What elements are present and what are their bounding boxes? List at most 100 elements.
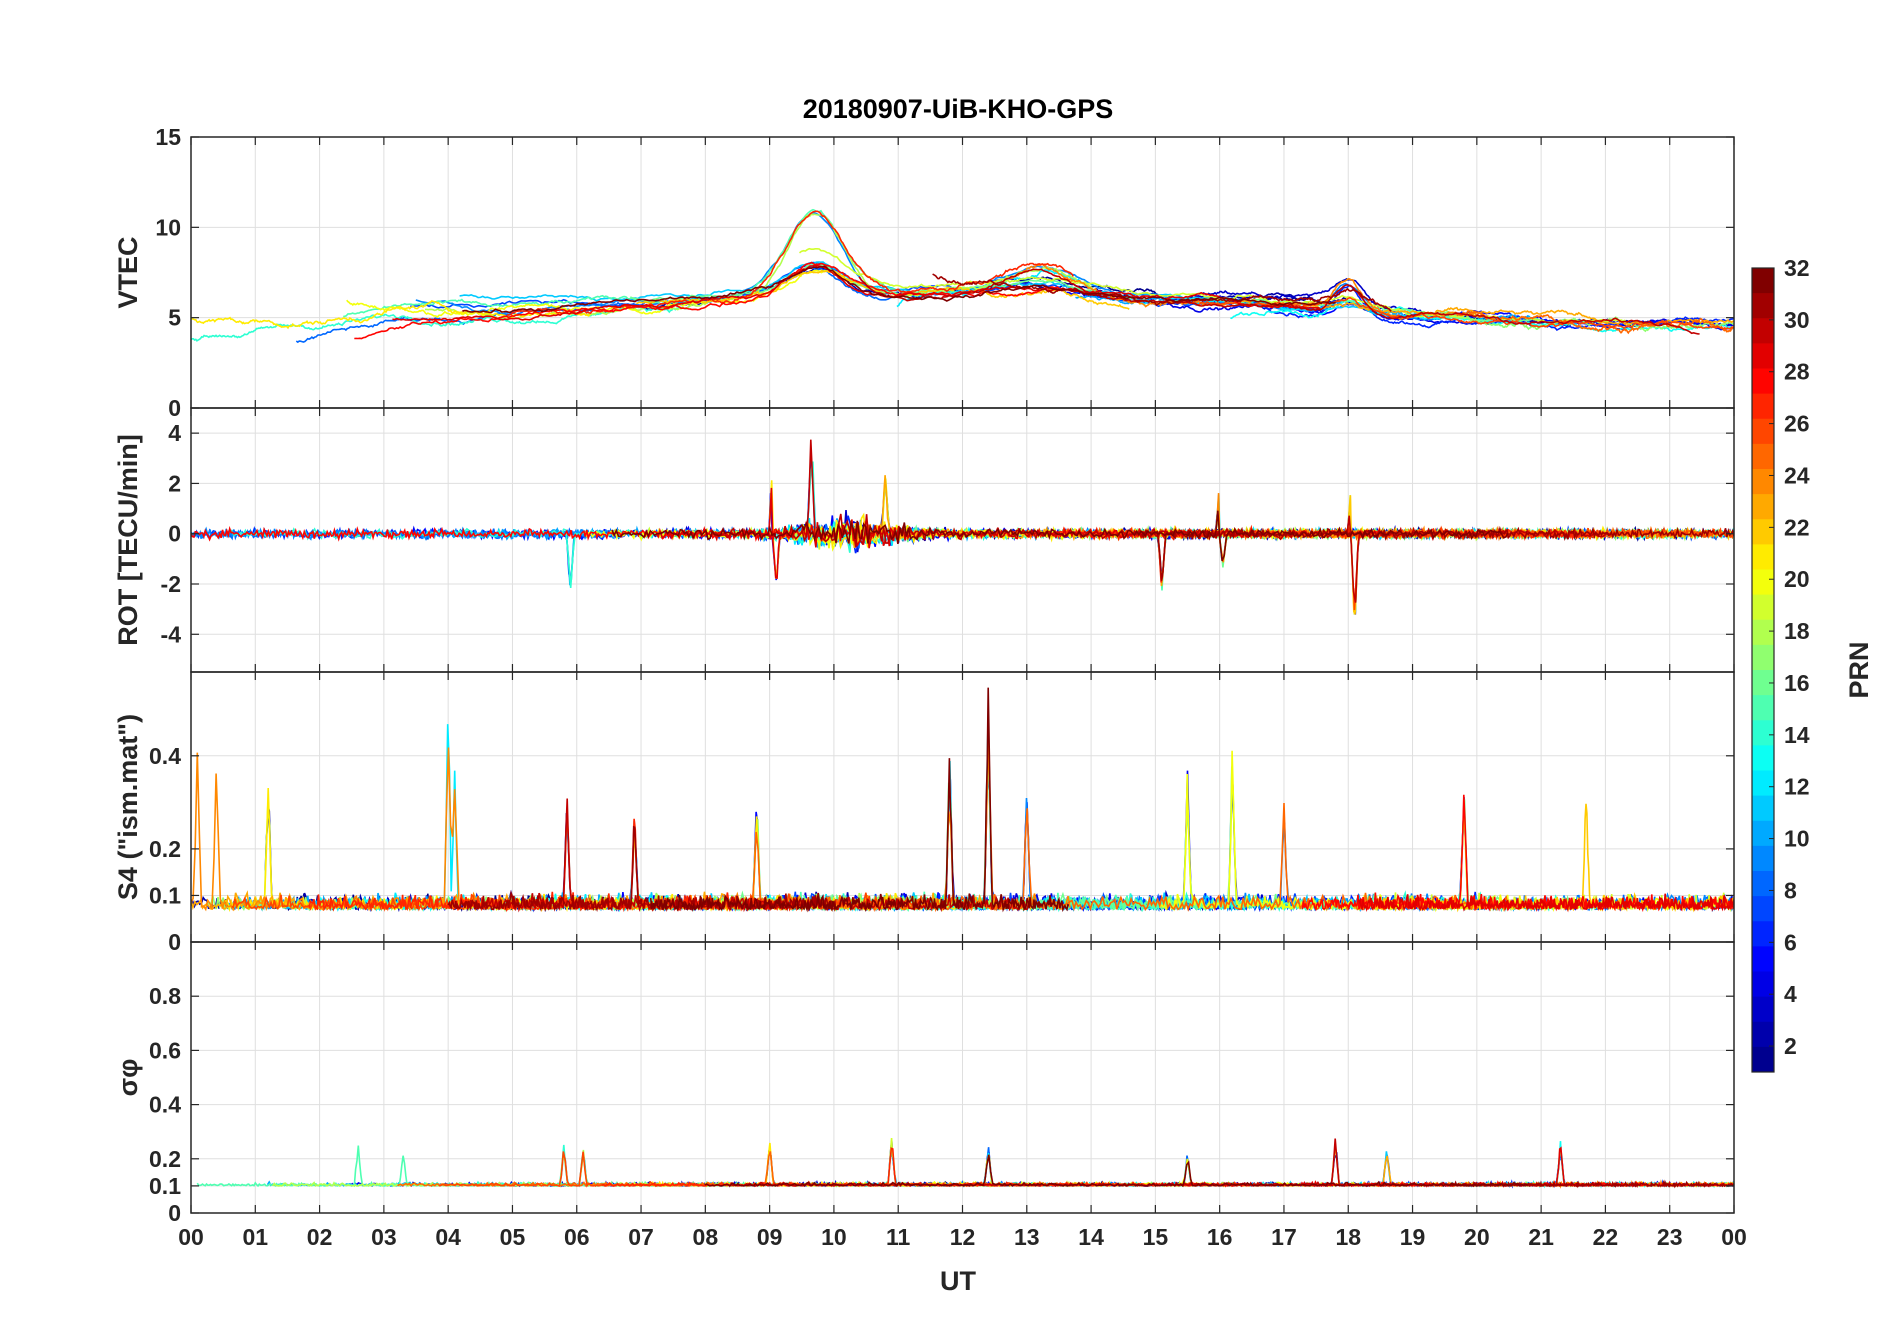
series-prn-27 (506, 210, 1074, 316)
colorbar-tick-label: 8 (1784, 877, 1797, 903)
y-tick-label: 0 (168, 521, 181, 547)
colorbar-segment (1752, 619, 1774, 646)
series-prn-26 (1352, 525, 1734, 611)
colorbar-segment (1752, 1046, 1774, 1073)
series-prn-32 (704, 1154, 1528, 1188)
x-tick-label: 23 (1657, 1224, 1683, 1250)
x-tick-label: 00 (1721, 1224, 1747, 1250)
series-prn-32 (462, 265, 1336, 314)
colorbar-segment (1752, 519, 1774, 545)
x-tick-label: 14 (1078, 1224, 1104, 1250)
series-prn-2 (191, 812, 926, 913)
series-prn-30 (730, 1138, 1543, 1188)
series-prn-7 (1334, 1154, 1734, 1188)
colorbar-segment (1752, 971, 1774, 998)
series-prn-31 (447, 825, 837, 913)
panel-rot: -4 -2 0 2 4 ROT [TECU/min] (113, 407, 1735, 673)
series-prn-20 (772, 1154, 1730, 1187)
y-tick-label: 15 (155, 124, 181, 150)
s4-ylabel: S4 ("ism.mat") (113, 714, 143, 900)
x-tick-label: 04 (435, 1224, 461, 1250)
series-prn-31 (932, 273, 1392, 312)
series-prn-25 (653, 802, 1511, 913)
series-prn-26 (1182, 296, 1734, 330)
x-tick-label: 07 (628, 1224, 654, 1250)
series-prn-1 (264, 806, 672, 912)
colorbar-segment (1752, 644, 1774, 671)
series-prn-10 (266, 1152, 948, 1188)
colorbar-tick-label: 20 (1784, 566, 1810, 592)
colorbar-tick-label: 18 (1784, 618, 1810, 644)
y-tick-label: 0.8 (149, 983, 181, 1009)
series-prn-12 (311, 713, 1045, 913)
colorbar-segment (1752, 845, 1774, 872)
colorbar-tick-label: 26 (1784, 411, 1810, 437)
colorbar-segment (1752, 318, 1774, 344)
x-tick-label: 19 (1400, 1224, 1426, 1250)
y-tick-label: 0.1 (149, 1173, 181, 1199)
series-prn-18 (1275, 495, 1711, 615)
colorbar-label: PRN (1844, 641, 1874, 698)
y-tick-label: 0.1 (149, 882, 181, 908)
x-tick-label: 09 (757, 1224, 783, 1250)
chart-title: 20180907-UiB-KHO-GPS (803, 94, 1114, 124)
series-prn-1 (466, 1150, 1291, 1188)
colorbar-segment (1752, 745, 1774, 771)
series-prn-14 (377, 1144, 1236, 1188)
colorbar-tick-label: 30 (1784, 307, 1810, 333)
y-tick-label: 0.6 (149, 1037, 181, 1063)
y-tick-label: 0 (168, 1200, 181, 1226)
x-tick-label: 02 (307, 1224, 333, 1250)
colorbar-segment (1752, 343, 1774, 369)
colorbar-segment (1752, 469, 1774, 495)
series-prn-22 (1259, 495, 1734, 615)
series-prn-9 (912, 797, 1734, 913)
y-tick-label: 10 (155, 214, 181, 240)
series-prn-25 (397, 1151, 1110, 1188)
colorbar-tick-label: 12 (1784, 774, 1810, 800)
x-tick-label: 03 (371, 1224, 397, 1250)
colorbar-segment (1752, 820, 1774, 847)
series-prn-8 (909, 1147, 1599, 1188)
series-prn-22 (1287, 1147, 1734, 1188)
colorbar-segment (1752, 871, 1774, 897)
x-tick-label: 17 (1271, 1224, 1297, 1250)
y-tick-label: -2 (161, 571, 181, 597)
series-prn-4 (867, 770, 1734, 913)
sigma-series (196, 1137, 1734, 1189)
x-tick-label: 13 (1014, 1224, 1040, 1250)
series-prn-9 (880, 1156, 1734, 1187)
y-tick-label: 0.2 (149, 1146, 181, 1172)
x-tick-label: 15 (1143, 1224, 1169, 1250)
x-tick-label: 05 (500, 1224, 526, 1250)
x-tick-label: 18 (1335, 1224, 1361, 1250)
series-prn-28 (354, 261, 1126, 340)
series-prn-30 (709, 439, 1612, 603)
x-tick-label: 22 (1593, 1224, 1619, 1250)
series-prn-21 (191, 300, 591, 330)
colorbar-segment (1752, 1021, 1774, 1048)
rot-series (191, 439, 1734, 615)
colorbar-segment (1752, 921, 1774, 947)
series-prn-13 (1463, 1141, 1734, 1189)
vtec-ylabel: VTEC (113, 236, 143, 308)
panel-vtec: 0 5 10 15 VTEC (113, 124, 1735, 421)
x-tick-label: 12 (950, 1224, 976, 1250)
series-prn-11 (843, 1149, 1734, 1188)
series-prn-12 (872, 1152, 1548, 1188)
colorbar-segment (1752, 544, 1774, 570)
s4-series (191, 687, 1734, 913)
series-prn-19 (799, 247, 1626, 325)
colorbar-segment (1752, 268, 1774, 294)
x-axis: 00 01 02 03 04 05 06 07 08 09 10 11 12 13 14 15 16 17 18 19… (178, 1224, 1747, 1250)
colorbar-segment (1752, 720, 1774, 746)
colorbar-segment (1752, 795, 1774, 822)
x-tick-label: 11 (886, 1224, 911, 1250)
colorbar-tick-label: 22 (1784, 514, 1810, 540)
series-prn-10 (228, 821, 623, 912)
colorbar-segment (1752, 670, 1774, 696)
colorbar-tick-label: 4 (1784, 981, 1797, 1007)
x-tick-label: 01 (242, 1224, 268, 1250)
